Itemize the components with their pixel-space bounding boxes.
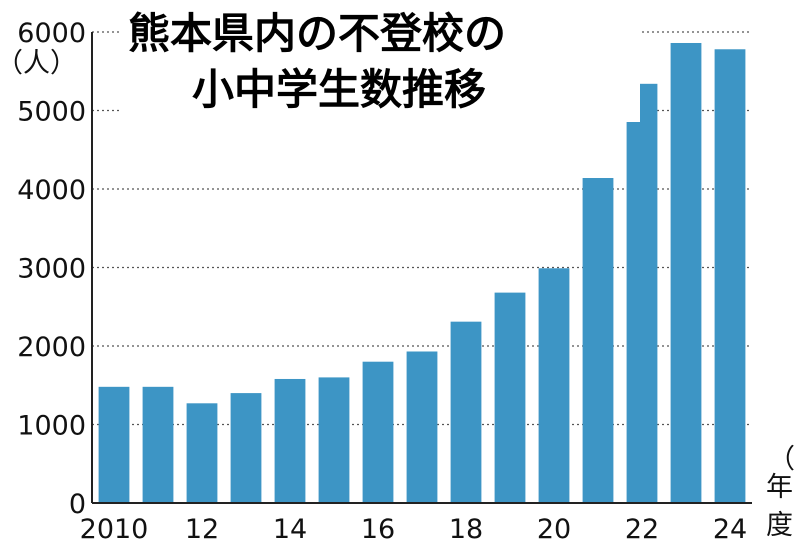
x-tick-labels: 2010 12 14 16 18 20 22 24 [80,514,748,545]
bar-2013 [230,393,262,503]
bar-2022 [626,83,658,503]
x-tick-label: 12 [185,514,219,545]
bar-2015 [318,377,350,503]
bar-2017 [406,351,438,503]
x-tick-label: 18 [449,514,483,545]
chart-title-line-2: 小中学生数推移 [192,65,486,114]
x-tick-label: 20 [537,514,571,545]
bar-2020 [538,268,570,503]
y-tick-label: 6000 [17,18,86,49]
bar-2024 [714,49,746,504]
y-tick-labels: 0 1000 2000 3000 4000 5000 6000 [17,18,86,520]
chart-title-line-1: 熊本県内の不登校の [128,9,506,58]
x-axis-unit: （ 年 度 [766,444,795,541]
x-unit-char-1: （ [768,444,795,475]
bar-2010 [98,386,130,503]
bar-2023 [670,42,702,504]
x-unit-char-2: 年 [766,472,793,503]
bar-2016 [362,361,394,503]
y-tick-label: 0 [69,489,86,520]
y-axis-unit: （人） [0,48,77,79]
y-tick-label: 4000 [17,175,86,206]
bar-2014 [274,378,306,503]
bar-2018 [450,321,482,503]
y-tick-label: 3000 [17,254,86,285]
bar-2019 [494,292,526,503]
y-tick-label: 2000 [17,332,86,363]
title-background [120,4,640,122]
x-tick-label: 24 [713,514,747,545]
y-tick-label: 1000 [17,411,86,442]
x-tick-label: 16 [361,514,395,545]
x-tick-label: 2010 [80,514,149,545]
y-tick-label: 5000 [17,97,86,128]
bar-2011 [142,386,174,503]
bar-2021 [582,178,614,503]
x-unit-char-3: 度 [766,510,793,541]
x-tick-label: 22 [625,514,659,545]
bar-2012 [186,403,218,503]
bars [98,42,746,504]
x-tick-label: 14 [273,514,307,545]
